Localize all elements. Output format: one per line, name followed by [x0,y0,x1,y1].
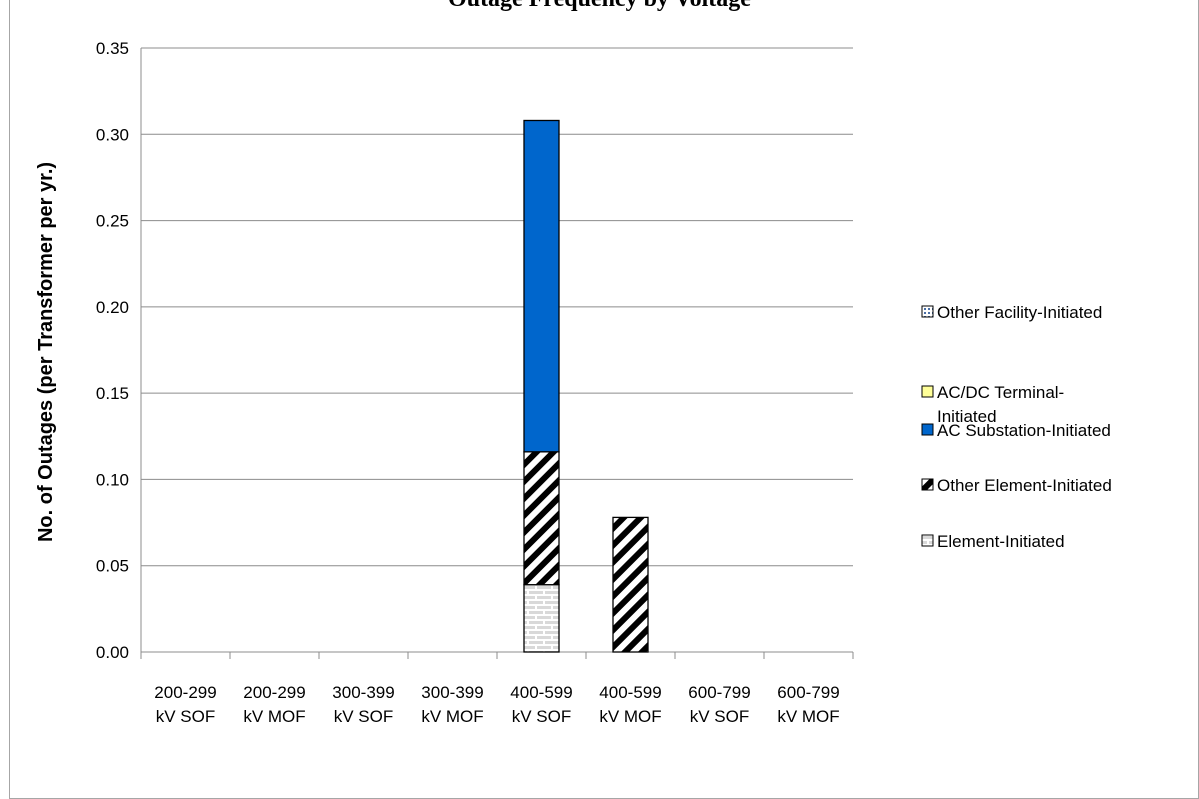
x-tick-label: 600-799 kV SOF [688,683,750,726]
bar-segment [523,451,560,586]
legend-label: Other Element-Initiated [937,476,1112,495]
legend-swatch [921,423,934,436]
y-tick-label: 0.10 [96,470,129,489]
bar-segment [612,516,649,653]
y-tick-label: 0.05 [96,557,129,576]
chart-frame [9,0,1199,799]
y-tick-label: 0.25 [96,212,129,231]
legend-label: Other Facility-Initiated [937,303,1102,322]
legend-label: Element-Initiated [937,532,1065,551]
legend-label: AC Substation-Initiated [937,421,1111,440]
x-tick-label: 300-399 kV SOF [332,683,394,726]
gridlines [141,47,853,567]
bar-segment [523,584,560,653]
y-tick-label: 0.20 [96,298,129,317]
y-tick-label: 0.35 [96,39,129,58]
y-tick-label: 0.15 [96,384,129,403]
axes [140,48,854,659]
bars [523,119,649,653]
x-tick-label: 400-599 kV MOF [599,683,661,726]
legend-swatch [921,534,934,547]
x-tick-label: 300-399 kV MOF [421,683,483,726]
x-tick-label: 200-299 kV SOF [154,683,216,726]
legend: Other Facility-Initiated AC/DC Terminal-I… [921,303,1112,551]
x-tick-label: 400-599 kV SOF [510,683,572,726]
x-tick-label: 200-299 kV MOF [243,683,305,726]
bar-segment [523,119,560,453]
legend-swatch [921,305,934,318]
legend-swatch [921,478,934,491]
chart-title: Outage Frequency by Voltage [0,0,1199,13]
y-axis-label: No. of Outages (per Transformer per yr.) [35,162,57,542]
x-tick-label: 600-799 kV MOF [777,683,839,726]
y-tick-label: 0.00 [96,643,129,662]
x-tick-labels: 200-299 kV SOF 200-299 kV MOF 300-399 kV SOF 3… [154,683,839,726]
legend-swatch [921,385,934,398]
legend-label: AC/DC Terminal-Initiated [937,383,1064,426]
y-tick-label: 0.30 [96,125,129,144]
y-tick-labels: 0.00 0.05 0.10 0.15 0.20 0.25 0.30 0.35 [96,39,129,662]
